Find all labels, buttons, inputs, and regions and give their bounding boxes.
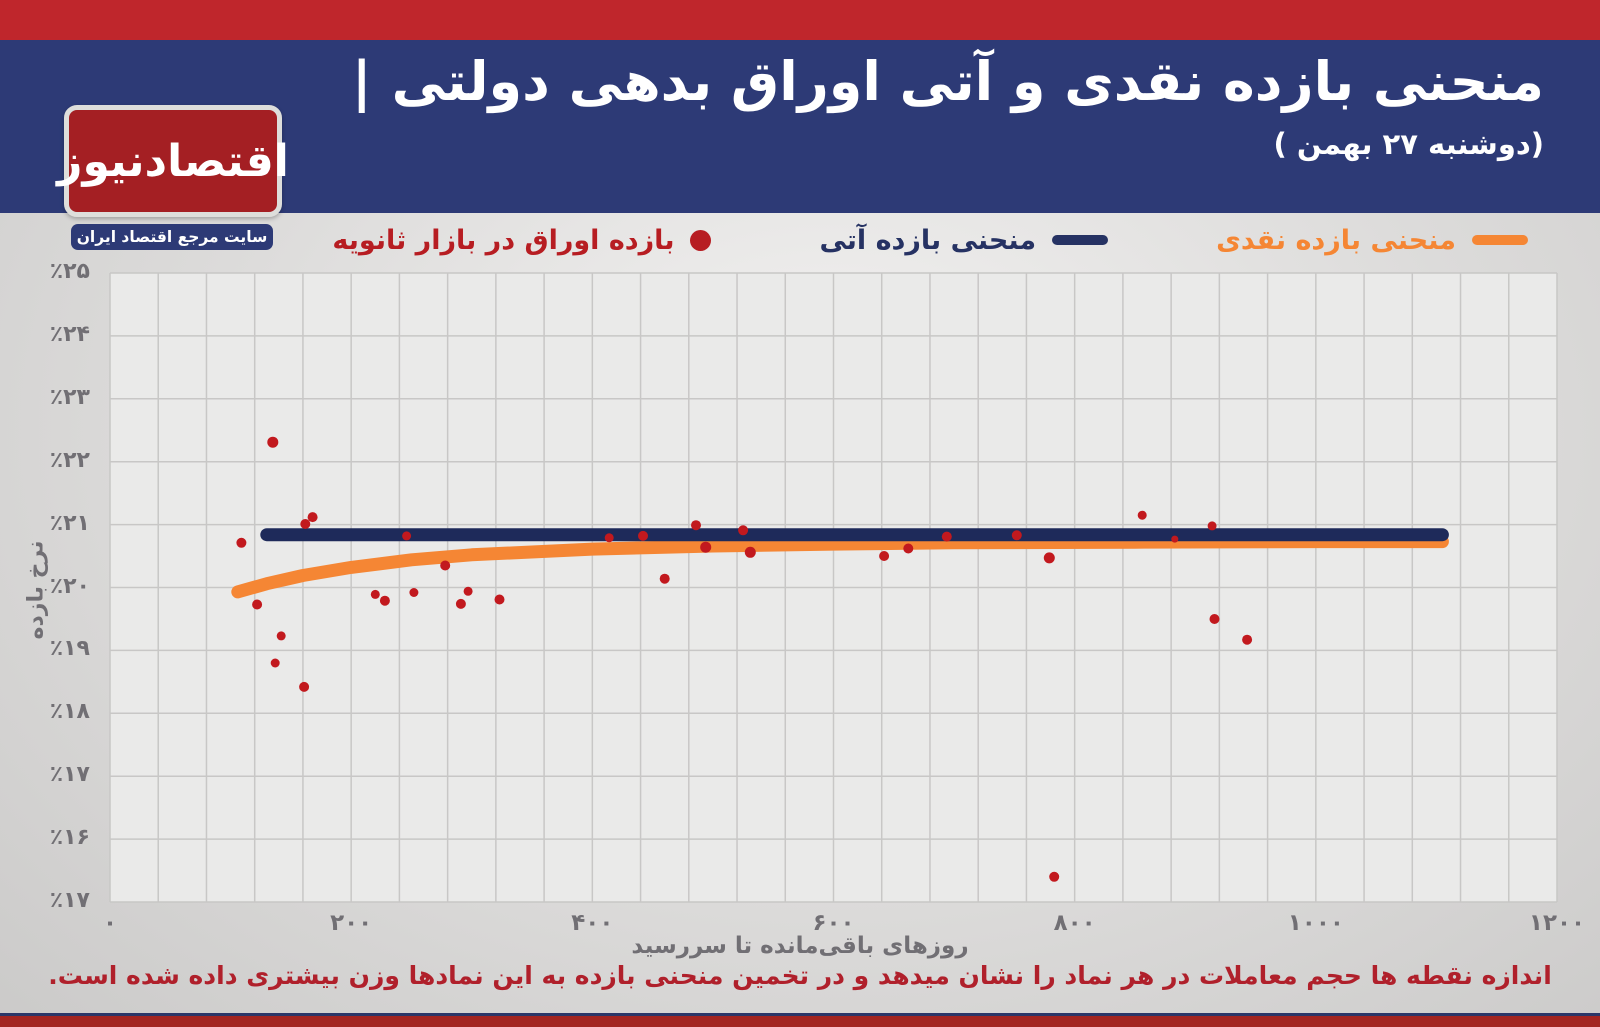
y-tick-label: ٪۱۶: [49, 825, 90, 851]
secondary-market-dot: [409, 588, 419, 597]
secondary-market-dot: [463, 586, 473, 596]
secondary-market-dot: [1049, 871, 1060, 882]
page-title: منحنی بازده نقدی و آتی اوراق بدهی دولتی …: [352, 50, 1544, 115]
y-tick-label: ٪۲۲: [49, 447, 90, 473]
top-red-bar: [0, 0, 1600, 40]
secondary-market-dot: [941, 531, 952, 542]
secondary-market-dot: [270, 658, 280, 668]
legend: منحنی بازده نقدی منحنی بازده آتی بازده اور…: [332, 219, 1528, 261]
secondary-market-dot: [738, 525, 749, 536]
x-tick-label: ۲۰۰: [330, 910, 373, 936]
secondary-market-dot: [299, 681, 310, 692]
brand-tagline: سایت مرجع اقتصاد ایران: [71, 224, 273, 250]
y-tick-label: ٪۱۷: [49, 888, 90, 913]
secondary-market-dot: [604, 533, 614, 543]
secondary-market-dot: [879, 551, 890, 561]
secondary-market-dot: [252, 599, 263, 610]
y-tick-label: ٪۲۱: [49, 510, 90, 536]
brand-logo-text: اقتصادنیوز: [57, 135, 289, 187]
secondary-market-dot: [402, 531, 412, 541]
x-tick-label: ۱۲۰۰: [1528, 910, 1586, 936]
legend-item-label: منحنی بازده نقدی: [1216, 224, 1456, 256]
cash-yield-curve-line: [231, 535, 1449, 599]
x-tick-label: ۰: [102, 910, 118, 936]
secondary-market-dot: [267, 436, 279, 448]
bottom-red-bar: [0, 1016, 1600, 1027]
secondary-market-dot: [300, 519, 311, 529]
secondary-market-dot: [236, 537, 247, 548]
legend-item-label: بازده اوراق در بازار ثانویه: [332, 224, 675, 256]
secondary-market-dot: [1209, 614, 1220, 624]
secondary-market-dot: [307, 512, 318, 523]
x-tick-label: ۶۰۰: [812, 910, 855, 936]
legend-item-futures-yield-curve: منحنی بازده آتی: [819, 224, 1109, 256]
y-tick-label: ٪۱۹: [49, 636, 90, 662]
secondary-market-dot: [455, 598, 466, 609]
y-tick-label: ٪۲۰: [49, 573, 90, 599]
legend-item-cash-yield-curve: منحنی بازده نقدی: [1216, 225, 1528, 256]
chart-footnote: اندازه نقطه ها حجم معاملات در هر نماد را…: [48, 961, 1552, 990]
secondary-market-dot: [1137, 510, 1147, 520]
secondary-market-dot: [744, 546, 756, 558]
brand-logo: اقتصادنیوز سایت مرجع اقتصاد ایران: [57, 105, 289, 250]
legend-line-swatch: [1052, 235, 1109, 245]
legend-item-label: منحنی بازده آتی: [819, 224, 1037, 256]
secondary-market-dot: [370, 589, 380, 599]
y-tick-label: ٪۲۵: [49, 259, 90, 284]
secondary-market-dot: [1207, 521, 1217, 531]
secondary-market-dot: [379, 595, 390, 606]
y-tick-label: ٪۲۴: [49, 321, 90, 347]
y-tick-label: ٪۱۸: [49, 699, 90, 725]
x-tick-label: ۴۰۰: [571, 910, 614, 936]
secondary-market-dot: [691, 520, 701, 531]
brand-logo-box: اقتصادنیوز: [57, 105, 289, 217]
legend-item-secondary-market-yield: بازده اوراق در بازار ثانویه: [332, 224, 712, 256]
secondary-market-dot: [1043, 552, 1055, 564]
secondary-market-dot: [1171, 535, 1179, 543]
secondary-market-dot: [700, 541, 712, 553]
bottom-navy-line: [0, 1013, 1600, 1016]
secondary-market-dot: [903, 543, 914, 554]
secondary-market-dot: [659, 573, 670, 584]
secondary-market-dot: [638, 530, 648, 541]
y-tick-label: ٪۲۳: [49, 384, 90, 410]
secondary-market-dot: [494, 594, 505, 605]
x-axis-title: روزهای باقی‌مانده تا سررسید: [631, 933, 969, 959]
y-tick-label: ٪۱۷: [49, 762, 90, 788]
secondary-market-dot: [276, 631, 286, 641]
secondary-market-dot: [1011, 530, 1022, 541]
x-tick-label: ۸۰۰: [1053, 910, 1096, 936]
secondary-market-dot: [1242, 634, 1253, 645]
title-divider-bar: |: [351, 50, 372, 113]
page-subtitle-date: (دوشنبه ۲۷ بهمن ): [1273, 126, 1544, 161]
page-title-text: منحنی بازده نقدی و آتی اوراق بدهی دولتی: [391, 50, 1544, 113]
secondary-market-dot: [440, 560, 451, 571]
header-title-block: منحنی بازده نقدی و آتی اوراق بدهی دولتی …: [352, 50, 1544, 161]
legend-line-swatch: [1472, 235, 1528, 245]
x-tick-label: ۱۰۰۰: [1287, 910, 1344, 936]
legend-dot-swatch: [690, 229, 712, 251]
